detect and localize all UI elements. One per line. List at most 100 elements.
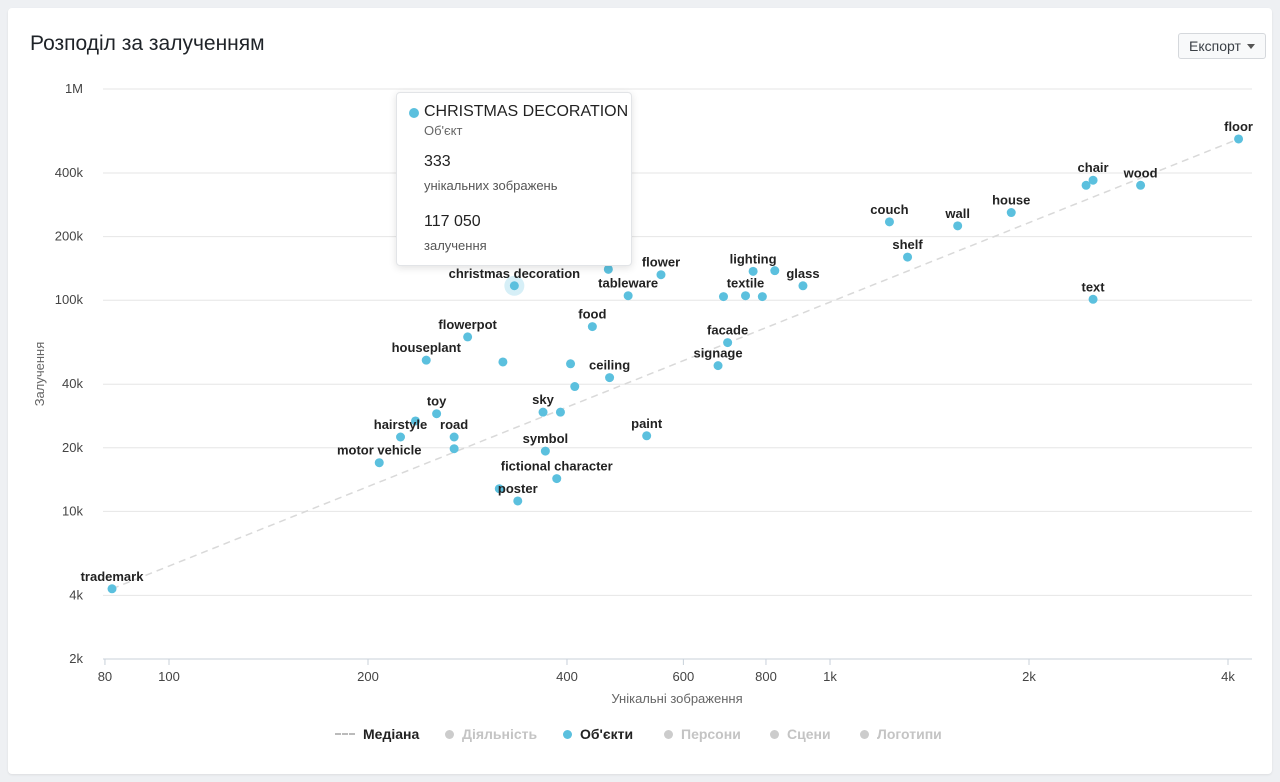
- data-point: [509, 281, 519, 291]
- dot-icon: [770, 729, 779, 739]
- data-point: [449, 444, 459, 454]
- data-label: house: [992, 193, 1030, 208]
- x-tick-label: 100: [158, 669, 180, 684]
- data-point: [566, 359, 576, 369]
- data-point: [718, 292, 728, 302]
- legend-label-personas: Персони: [681, 726, 741, 742]
- x-axis-ticks: 80 100 200 400 600 800 1k 2k 4k: [98, 659, 1235, 684]
- dot-icon: [445, 729, 454, 739]
- data-point: [757, 292, 767, 302]
- data-point: [605, 373, 615, 383]
- data-point: [552, 474, 562, 484]
- data-point: [494, 484, 504, 494]
- data-label: flower: [642, 255, 680, 270]
- dot-icon: [860, 729, 869, 739]
- data-label: christmas decoration: [449, 266, 581, 281]
- data-label: text: [1082, 279, 1106, 294]
- data-label: houseplant: [392, 340, 462, 355]
- data-point: [432, 409, 442, 419]
- legend-label-activity: Діяльність: [462, 726, 538, 742]
- data-label: floor: [1224, 119, 1253, 134]
- y-tick-label: 20k: [62, 440, 83, 455]
- data-label: couch: [870, 202, 908, 217]
- chart-legend: Медіана Діяльність Об'єкти Персони Сцени…: [0, 726, 1280, 746]
- data-point: [1006, 208, 1016, 218]
- data-point: [723, 338, 733, 348]
- legend-label-objects: Об'єкти: [580, 726, 634, 742]
- x-tick-label: 4k: [1221, 669, 1235, 684]
- data-point: [798, 281, 808, 291]
- data-label: poster: [498, 481, 538, 496]
- legend-item-objects[interactable]: Об'єкти: [563, 726, 633, 742]
- x-tick-label: 400: [556, 669, 578, 684]
- data-point: [396, 432, 406, 442]
- data-point: [374, 458, 384, 468]
- legend-item-logos[interactable]: Логотипи: [860, 726, 942, 742]
- x-tick-label: 800: [755, 669, 777, 684]
- data-point: [953, 221, 963, 231]
- dashed-line-icon: [335, 733, 355, 735]
- data-point: [421, 355, 431, 365]
- data-label: facade: [707, 323, 748, 338]
- data-label: flowerpot: [438, 317, 497, 332]
- tooltip-unique-value: 333: [424, 153, 451, 170]
- legend-item-personas[interactable]: Персони: [664, 726, 741, 742]
- data-point: [713, 361, 723, 371]
- data-point: [1088, 294, 1098, 304]
- x-tick-label: 600: [673, 669, 695, 684]
- tooltip-series-dot: [409, 108, 419, 118]
- data-point: [903, 252, 913, 262]
- data-point: [513, 496, 523, 506]
- tooltip-engagement-label: залучення: [424, 238, 487, 253]
- data-label: motor vehicle: [337, 443, 422, 458]
- legend-item-activity[interactable]: Діяльність: [445, 726, 537, 742]
- data-point: [538, 407, 548, 417]
- dot-icon: [563, 729, 572, 739]
- data-label: shelf: [892, 237, 923, 252]
- point-labels: floor chair wood house wall couch shelf text lig…: [81, 119, 1253, 584]
- data-label: glass: [786, 266, 819, 281]
- data-point: [770, 266, 780, 276]
- data-label: fictional character: [501, 459, 613, 474]
- y-axis-label: Залучення: [32, 342, 47, 407]
- data-point: [884, 217, 894, 227]
- data-label: sky: [532, 392, 554, 407]
- data-label: lighting: [730, 251, 777, 266]
- y-tick-label: 1M: [65, 81, 83, 96]
- data-point: [1081, 180, 1091, 190]
- x-tick-label: 200: [357, 669, 379, 684]
- legend-label-scenes: Сцени: [787, 726, 831, 742]
- data-point: [656, 270, 666, 280]
- y-tick-label: 40k: [62, 376, 83, 391]
- y-tick-label: 100k: [55, 292, 84, 307]
- caret-down-icon: [1246, 43, 1255, 49]
- data-point: [463, 332, 473, 342]
- dot-icon: [664, 729, 673, 739]
- y-tick-label: 200k: [55, 229, 84, 244]
- data-point: [449, 432, 459, 442]
- export-button[interactable]: Експорт: [1178, 33, 1266, 59]
- data-point: [411, 416, 421, 426]
- data-label: ceiling: [589, 358, 630, 373]
- data-label: chair: [1078, 160, 1109, 175]
- x-tick-label: 80: [98, 669, 112, 684]
- legend-item-scenes[interactable]: Сцени: [770, 726, 831, 742]
- x-tick-label: 2k: [1022, 669, 1036, 684]
- data-label: textile: [727, 276, 765, 291]
- objects-series: [107, 134, 1244, 594]
- chart-card: Розподіл за залученням Експорт: [8, 8, 1272, 774]
- median-line: [111, 138, 1239, 590]
- y-tick-label: 10k: [62, 503, 83, 518]
- export-button-label: Експорт: [1189, 38, 1241, 54]
- data-label: road: [440, 417, 468, 432]
- data-point: [1088, 175, 1098, 185]
- data-point: [540, 446, 550, 456]
- legend-item-median[interactable]: Медіана: [335, 726, 419, 742]
- data-point: [1234, 134, 1244, 144]
- data-label: signage: [693, 346, 742, 361]
- data-label: wall: [944, 206, 970, 221]
- tooltip-engagement-value: 117 050: [424, 213, 481, 230]
- tooltip-unique-label: унікальних зображень: [424, 178, 558, 193]
- data-point: [623, 291, 633, 301]
